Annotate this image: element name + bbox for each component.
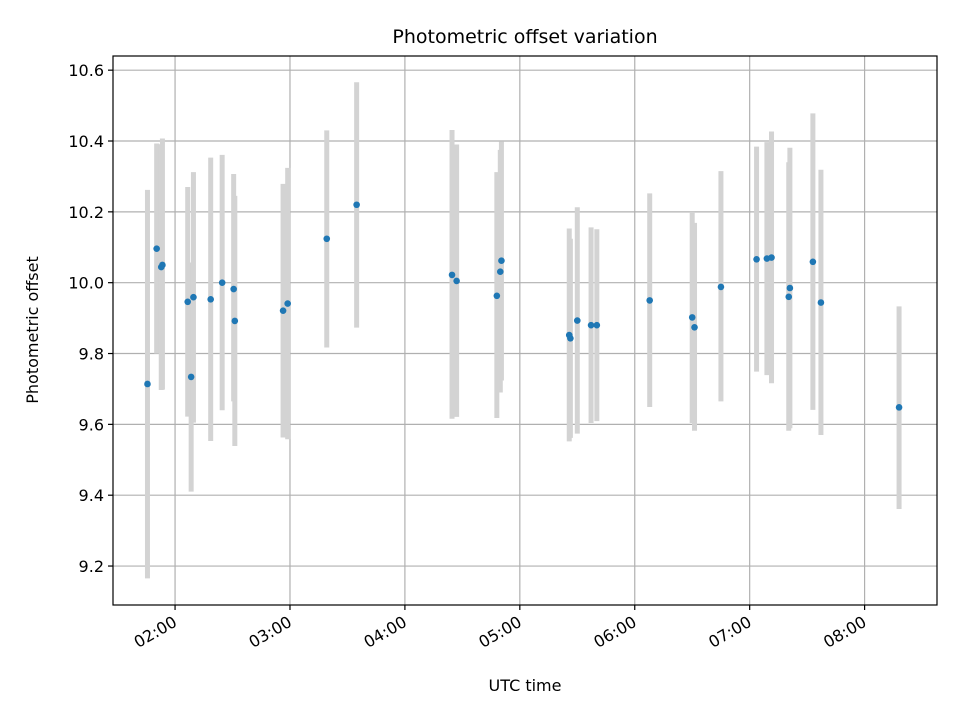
- data-point: [153, 245, 160, 252]
- data-point: [817, 299, 825, 306]
- data-point: [218, 279, 226, 286]
- data-point: [498, 257, 505, 265]
- data-point: [895, 404, 903, 411]
- data-point: [190, 293, 197, 301]
- chart-title: Photometric offset variation: [392, 26, 657, 48]
- y-tick-label: 10.2: [68, 203, 104, 222]
- data-point: [284, 300, 291, 307]
- y-axis-label: Photometric offset: [23, 256, 42, 404]
- data-points: [144, 201, 903, 411]
- data-point: [646, 297, 653, 304]
- data-point: [353, 201, 360, 209]
- y-tick-label: 10.4: [68, 132, 104, 151]
- data-point: [187, 373, 195, 381]
- data-point: [453, 277, 460, 285]
- data-point: [279, 307, 287, 314]
- data-point: [786, 284, 794, 292]
- data-point: [768, 254, 775, 261]
- plot-frame: [112, 55, 938, 606]
- y-tick-label: 9.4: [79, 486, 104, 505]
- y-tick-label: 10.6: [68, 61, 104, 80]
- data-point: [230, 285, 237, 293]
- data-point: [785, 293, 793, 301]
- y-tick-label: 10.0: [68, 274, 104, 293]
- data-point: [323, 235, 331, 243]
- data-point: [567, 334, 574, 342]
- data-point: [184, 298, 192, 306]
- data-point: [207, 296, 214, 303]
- y-axis-ticks: 9.2 9.4 9.6 9.8 10.0 10.2 10.4 10.6: [68, 61, 113, 576]
- data-point: [593, 321, 601, 329]
- data-point: [753, 256, 760, 263]
- y-tick-label: 9.8: [79, 345, 104, 364]
- data-point: [493, 292, 501, 300]
- data-point: [809, 258, 817, 266]
- data-point: [448, 271, 456, 279]
- data-point: [144, 380, 151, 388]
- y-tick-label: 9.6: [79, 415, 104, 434]
- y-tick-label: 9.2: [79, 557, 104, 576]
- data-point: [159, 261, 166, 269]
- data-point: [717, 283, 725, 291]
- grid: [113, 56, 937, 605]
- data-point: [688, 314, 696, 321]
- data-point: [231, 317, 239, 325]
- data-point: [587, 321, 595, 329]
- data-point: [691, 324, 698, 331]
- data-point: [496, 268, 504, 276]
- x-axis-label: UTC time: [489, 676, 562, 695]
- data-point: [573, 317, 581, 324]
